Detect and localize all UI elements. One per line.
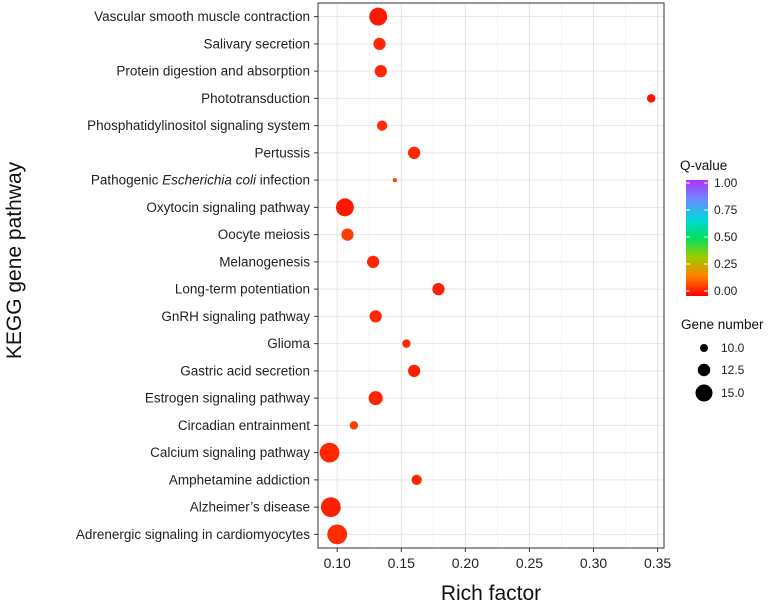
x-axis-title: Rich factor (441, 582, 541, 605)
y-tick-label: Oxytocin signaling pathway (146, 200, 310, 215)
data-point (376, 120, 388, 131)
data-point (392, 178, 397, 183)
colorbar-tick-label: 0.75 (714, 203, 738, 217)
gene-number-legend-items: 10.0 12.5 15.0 (695, 341, 745, 402)
data-point (408, 146, 421, 159)
colorbar-tick-label: 0.25 (714, 257, 738, 271)
y-tick-label: Pertussis (254, 145, 310, 160)
data-point (374, 65, 387, 78)
y-tick-label: Salivary secretion (203, 36, 310, 51)
y-axis-title: KEGG gene pathway (3, 161, 26, 359)
y-tick-label: Protein digestion and absorption (116, 64, 310, 79)
x-tick-label: 0.25 (516, 555, 543, 571)
y-tick-label: Long-term potentiation (175, 282, 310, 297)
data-point (367, 255, 380, 268)
y-tick-label: Gastric acid secretion (180, 363, 310, 378)
colorbar-tick-label: 1.00 (714, 176, 738, 190)
y-tick-label: Phosphatidylinositol signaling system (87, 118, 310, 133)
data-point (432, 283, 445, 296)
y-tick-label: Alzheimer’s disease (190, 500, 310, 515)
x-tick-label: 0.35 (644, 555, 671, 571)
y-tick-label-suffix: infection (256, 173, 310, 188)
size-legend-label: 12.5 (721, 363, 745, 377)
data-point (320, 497, 341, 518)
q-value-legend-title: Q-value (680, 158, 727, 173)
data-point (408, 364, 421, 377)
x-tick-label: 0.15 (388, 555, 415, 571)
data-point (369, 310, 382, 323)
q-value-legend: Q-value 1.00 0.75 0.50 0.25 0.00 (680, 158, 738, 298)
y-tick-label: Melanogenesis (219, 254, 310, 269)
y-tick-label: Estrogen signaling pathway (145, 391, 310, 406)
size-legend-dot (695, 384, 713, 402)
colorbar-tick-label: 0.00 (714, 284, 738, 298)
size-legend-label: 15.0 (721, 386, 745, 400)
x-tick-label: 0.30 (580, 555, 607, 571)
x-tick-label: 0.10 (324, 555, 351, 571)
y-tick-label: Adrenergic signaling in cardiomyocytes (76, 527, 310, 542)
y-tick-label: Glioma (267, 336, 310, 351)
y-tick-label-italic: Escherichia coli (162, 173, 257, 188)
plot-panel-border (317, 2, 665, 549)
y-tick-label-prefix: Pathogenic (91, 173, 162, 188)
data-point (646, 94, 656, 103)
data-point (335, 198, 354, 217)
x-axis-tick-labels: 0.10 0.15 0.20 0.25 0.30 0.35 (324, 548, 671, 571)
q-value-colorbar-ticks: 1.00 0.75 0.50 0.25 0.00 (686, 176, 738, 298)
data-point (411, 474, 422, 486)
data-point (327, 524, 348, 545)
q-value-colorbar (686, 180, 708, 296)
data-point (369, 7, 388, 26)
data-point (349, 421, 359, 430)
x-tick-label: 0.20 (452, 555, 479, 571)
data-point (341, 228, 354, 241)
y-tick-label: Amphetamine addiction (169, 472, 310, 487)
y-tick-label: Pathogenic Escherichia coli infection (91, 173, 310, 188)
size-legend-dot (697, 363, 711, 377)
y-tick-label: Calcium signaling pathway (150, 445, 310, 460)
y-tick-label: Vascular smooth muscle contraction (94, 9, 310, 24)
data-point (319, 442, 340, 463)
size-legend-label: 10.0 (721, 341, 745, 355)
gene-number-legend: Gene number 10.0 12.5 15.0 (681, 317, 764, 402)
data-point (368, 391, 383, 406)
data-point (373, 37, 386, 50)
gene-number-legend-title: Gene number (681, 317, 764, 332)
data-point (402, 339, 411, 348)
y-tick-label: GnRH signaling pathway (161, 309, 310, 324)
y-tick-label: Phototransduction (201, 91, 310, 106)
plot-panel-background (318, 3, 664, 548)
data-points (319, 7, 656, 545)
y-tick-label: Circadian entrainment (178, 418, 310, 433)
y-axis-tick-labels: Vascular smooth muscle contraction Saliva… (76, 9, 318, 542)
colorbar-tick-label: 0.50 (714, 230, 738, 244)
y-tick-label: Oocyte meiosis (218, 227, 311, 242)
size-legend-dot (700, 344, 708, 352)
